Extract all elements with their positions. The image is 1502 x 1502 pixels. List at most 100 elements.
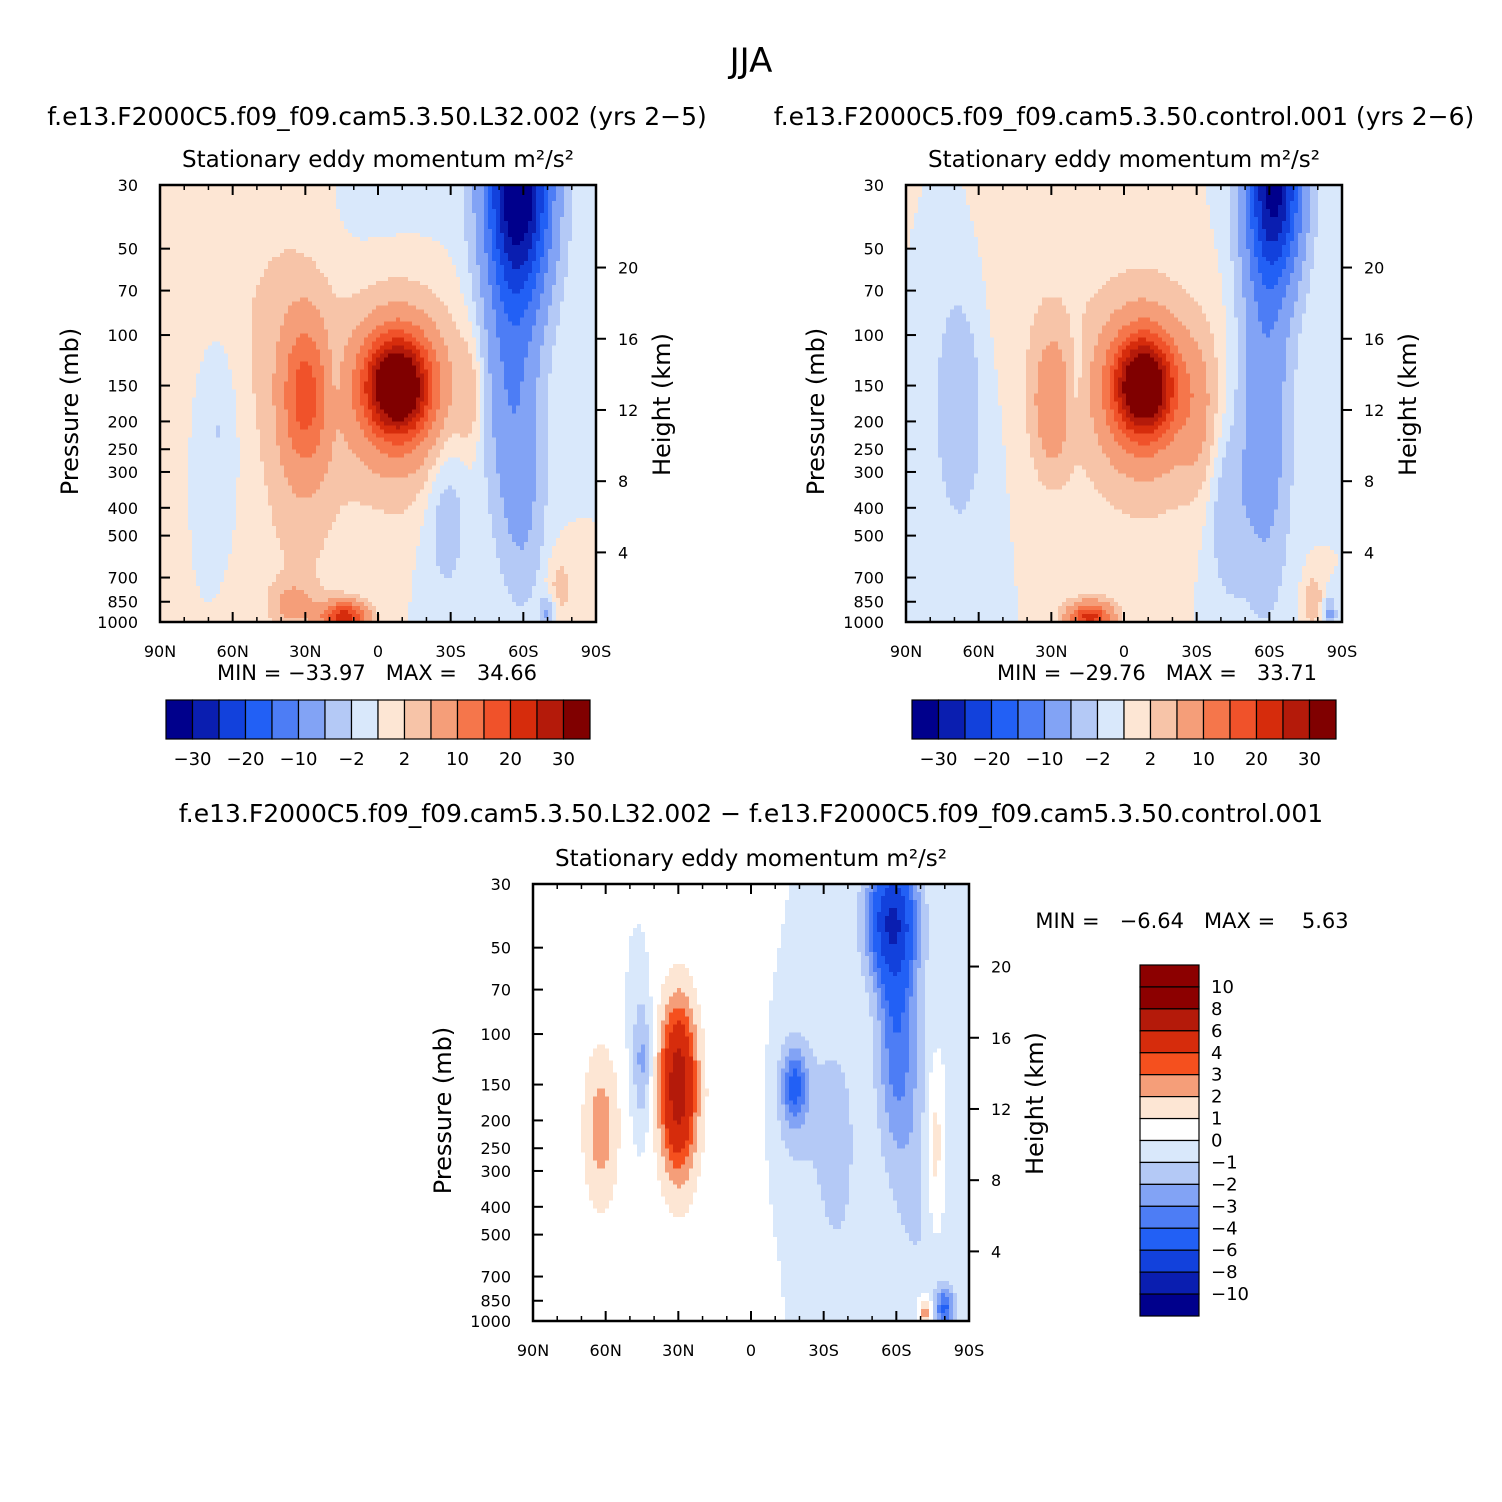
contour-cell — [240, 301, 245, 306]
contour-cell — [432, 209, 437, 214]
contour-cell — [372, 237, 377, 242]
contour-cell — [564, 201, 569, 206]
contour-cell — [376, 197, 381, 202]
contour-cell — [456, 309, 461, 314]
contour-cell — [296, 257, 301, 262]
contour-cell — [556, 317, 561, 322]
contour-cell — [584, 301, 589, 306]
contour-cell — [332, 221, 337, 226]
contour-cell — [296, 317, 301, 322]
contour-cell — [212, 277, 217, 282]
contour-cell — [532, 285, 537, 290]
contour-cell — [488, 217, 493, 222]
contour-cell — [476, 249, 481, 254]
contour-cell — [552, 225, 557, 230]
contour-cell — [388, 213, 393, 218]
contour-cell — [488, 273, 493, 278]
contour-cell — [432, 325, 437, 330]
contour-cell — [532, 305, 537, 310]
contour-cell — [376, 241, 381, 246]
contour-cell — [584, 237, 589, 242]
contour-cell — [320, 209, 325, 214]
contour-cell — [264, 245, 269, 250]
contour-cell — [184, 205, 189, 210]
contour-cell — [380, 293, 385, 298]
contour-cell — [364, 201, 369, 206]
contour-cell — [580, 325, 585, 330]
contour-cell — [252, 233, 257, 238]
contour-cell — [580, 209, 585, 214]
contour-cell — [480, 233, 485, 238]
contour-cell — [460, 221, 465, 226]
contour-cell — [420, 253, 425, 258]
contour-cell — [504, 269, 509, 274]
contour-cell — [244, 325, 249, 330]
contour-cell — [428, 233, 433, 238]
contour-cell — [244, 245, 249, 250]
contour-cell — [516, 209, 521, 214]
contour-cell — [544, 225, 549, 230]
contour-cell — [292, 285, 297, 290]
contour-cell — [264, 201, 269, 206]
contour-cell — [400, 229, 405, 234]
contour-cell — [304, 201, 309, 206]
contour-cell — [352, 237, 357, 242]
contour-cell — [452, 201, 457, 206]
contour-cell — [580, 241, 585, 246]
contour-cell — [320, 297, 325, 302]
contour-cell — [416, 305, 421, 310]
contour-cell — [180, 245, 185, 250]
contour-cell — [520, 277, 525, 282]
contour-cell — [432, 189, 437, 194]
contour-cell — [580, 309, 585, 314]
contour-cell — [332, 289, 337, 294]
contour-cell — [420, 269, 425, 274]
contour-cell — [444, 273, 449, 278]
contour-cell — [328, 253, 333, 258]
contour-cell — [324, 197, 329, 202]
contour-cell — [372, 293, 377, 298]
contour-cell — [196, 285, 201, 290]
contour-cell — [476, 189, 481, 194]
contour-cell — [464, 305, 469, 310]
contour-cell — [452, 317, 457, 322]
contour-cell — [228, 253, 233, 258]
contour-cell — [232, 245, 237, 250]
contour-cell — [188, 205, 193, 210]
contour-cell — [352, 285, 357, 290]
contour-cell — [360, 249, 365, 254]
contour-cell — [200, 277, 205, 282]
contour-cell — [200, 189, 205, 194]
contour-cell — [284, 297, 289, 302]
contour-cell — [540, 289, 545, 294]
contour-cell — [284, 261, 289, 266]
contour-cell — [216, 209, 221, 214]
contour-cell — [556, 225, 561, 230]
contour-cell — [512, 297, 517, 302]
contour-cell — [224, 289, 229, 294]
contour-cell — [232, 269, 237, 274]
contour-cell — [240, 309, 245, 314]
contour-cell — [364, 197, 369, 202]
contour-cell — [208, 293, 213, 298]
contour-cell — [568, 269, 573, 274]
contour-cell — [540, 281, 545, 286]
contour-cell — [464, 229, 469, 234]
contour-cell — [272, 265, 277, 270]
contour-cell — [324, 289, 329, 294]
contour-cell — [528, 313, 533, 318]
contour-cell — [508, 213, 513, 218]
contour-cell — [208, 253, 213, 258]
contour-cell — [588, 245, 593, 250]
contour-cell — [260, 201, 265, 206]
contour-cell — [184, 285, 189, 290]
contour-cell — [296, 281, 301, 286]
contour-cell — [380, 277, 385, 282]
contour-cell — [520, 221, 525, 226]
contour-cell — [552, 317, 557, 322]
contour-cell — [236, 237, 241, 242]
contour-cell — [588, 285, 593, 290]
contour-cell — [224, 221, 229, 226]
contour-cell — [268, 213, 273, 218]
contour-cell — [428, 293, 433, 298]
